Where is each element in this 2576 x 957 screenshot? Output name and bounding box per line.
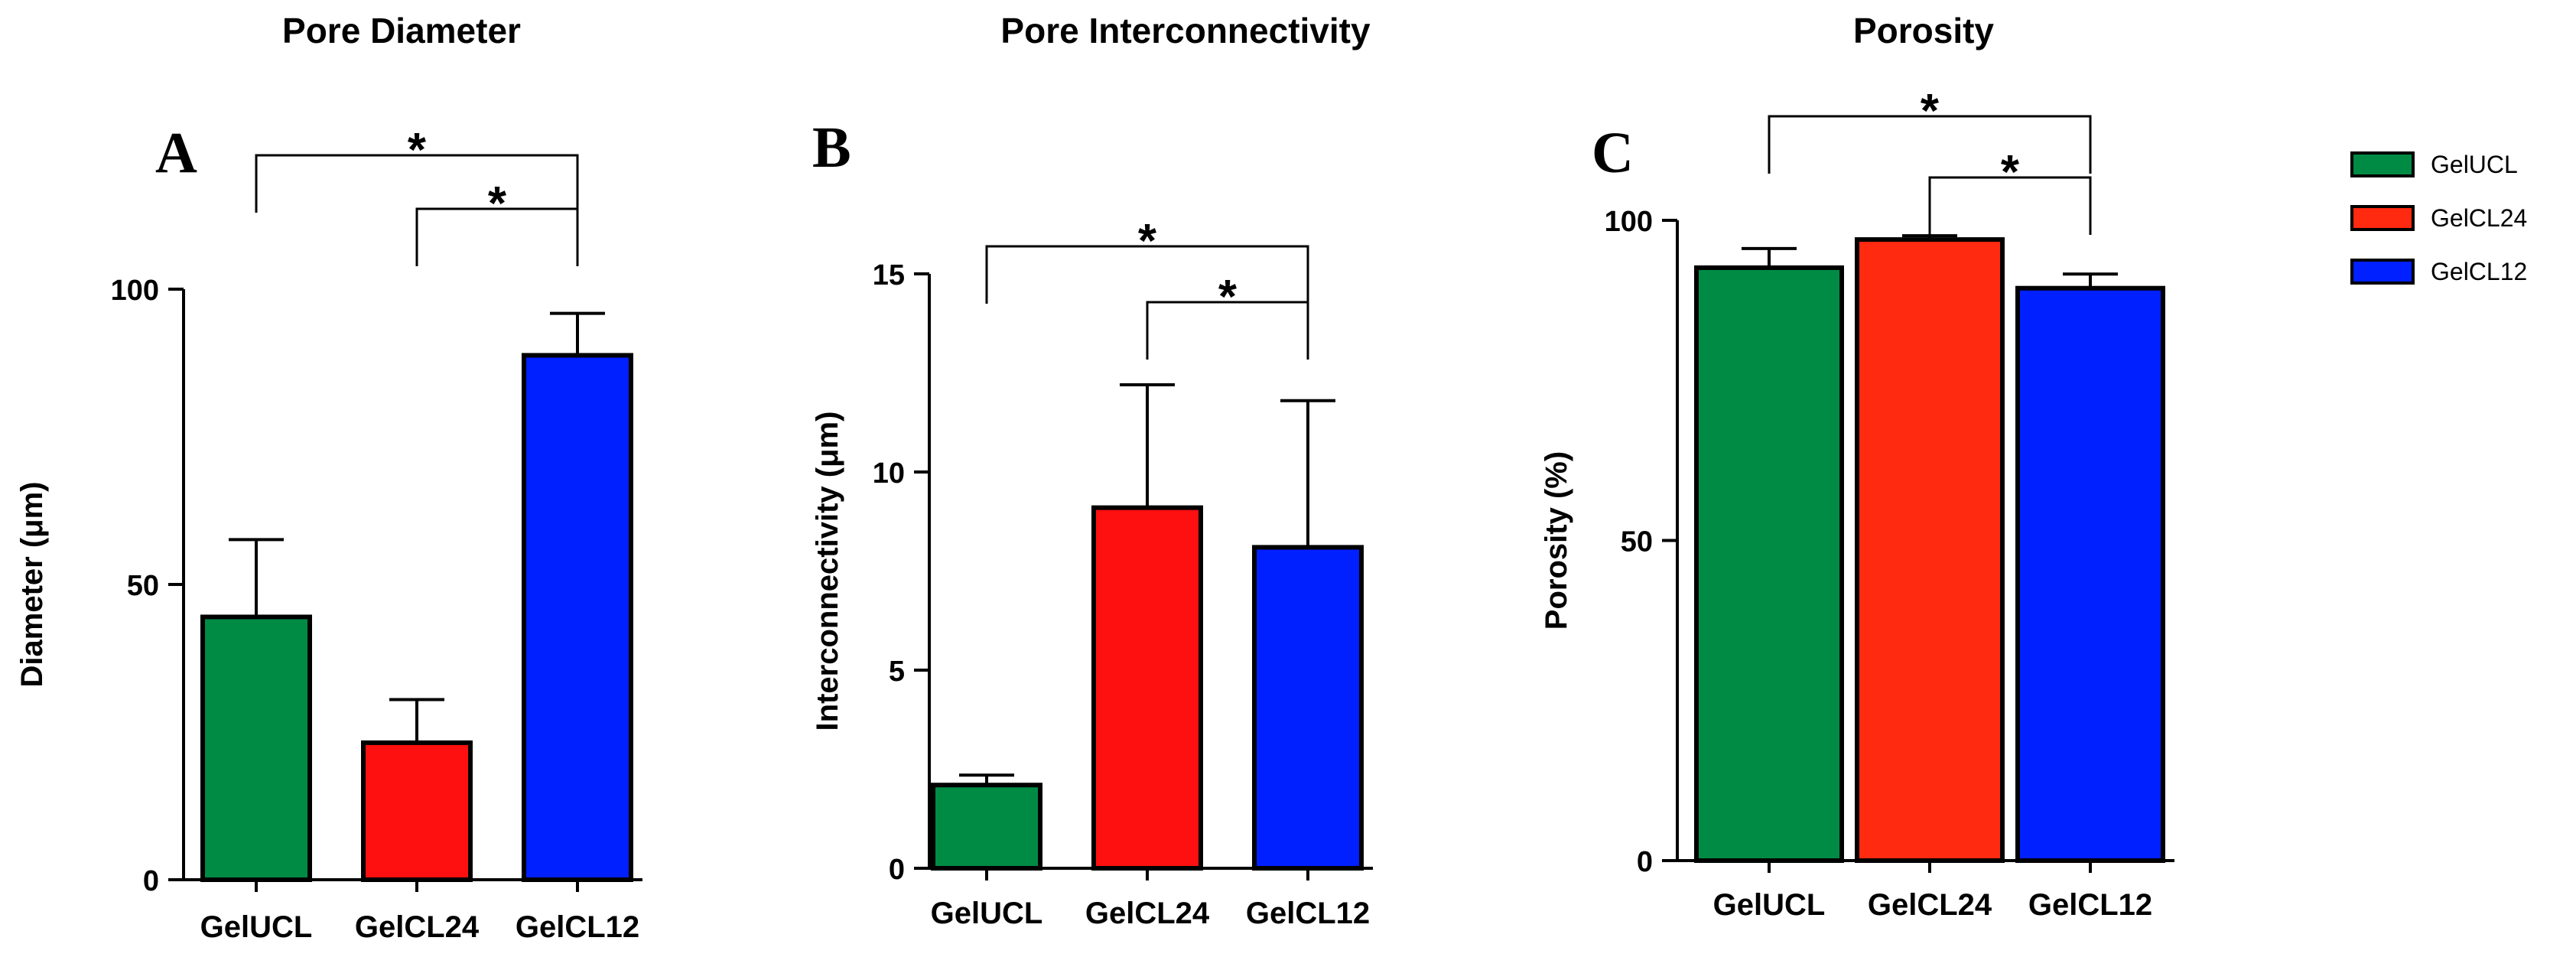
panel-a-significance-bracket: [415, 207, 579, 266]
panel-b-title: Pore Interconnectivity: [1000, 11, 1371, 50]
panel-c-letter: C: [1592, 121, 1634, 185]
panel-c-significance-star: *: [2001, 146, 2020, 199]
panel-c-y-label: Porosity (%): [1540, 451, 1573, 630]
panel-c-title: Porosity: [1853, 11, 1994, 50]
panel-c-significance-star: *: [1921, 85, 1940, 138]
panel-b-y-tick-label: 5: [889, 656, 905, 688]
panel-c-x-tick-label: GelUCL: [1713, 888, 1826, 922]
panel-a-letter: A: [155, 121, 197, 185]
panel-c-y-tick-label: 100: [1605, 206, 1653, 238]
legend-label-gelcl24: GelCL24: [2431, 204, 2527, 232]
panel-b-x-tick-label: GelCL24: [1085, 897, 1210, 930]
panel-c-bar: [2015, 285, 2165, 863]
panel-b-letter: B: [812, 116, 851, 180]
panel-a-bar: [522, 353, 633, 882]
panel-b-y-tick-label: 15: [873, 259, 905, 291]
panel-c: Porosity C 0 50 100 Porosity (%) GelUCL GelCL…: [1540, 11, 2174, 922]
panel-b-y-tick-label: 0: [889, 854, 905, 886]
legend-label-gelcl12: GelCL12: [2431, 258, 2527, 285]
panel-a-x-tick-label: GelCL12: [516, 910, 639, 944]
panel-a-x-tick-label: GelUCL: [200, 910, 313, 944]
legend: GelUCL GelCL24 GelCL12: [2350, 151, 2527, 285]
panel-a: Pore Diameter A 0 50 100 Diameter (μm) GelUC…: [15, 11, 642, 944]
panel-a-y-tick-label: 0: [143, 865, 159, 897]
panel-c-bar: [1855, 237, 2005, 863]
legend-label-gelucl: GelUCL: [2431, 151, 2518, 178]
panel-c-x-tick-label: GelCL24: [1868, 888, 1992, 922]
panel-b-significance-bracket: [1146, 301, 1309, 360]
panel-c-y-tick-label: 50: [1621, 526, 1653, 558]
panel-a-significance-star: *: [408, 124, 427, 177]
panel-b-bar: [1091, 505, 1203, 871]
panel-a-y-label: Diameter (μm): [15, 482, 49, 688]
panel-b: Pore Interconnectivity B 0 5 10 15 Interconn…: [811, 11, 1373, 930]
panel-b-bar: [931, 783, 1042, 871]
panel-b-bar: [1252, 545, 1364, 871]
legend-swatch-gelcl12: [2350, 259, 2415, 285]
panel-a-title: Pore Diameter: [282, 11, 521, 50]
panel-a-significance-star: *: [488, 177, 507, 230]
panel-a-x-tick-label: GelCL24: [355, 910, 480, 944]
panel-a-significance-bracket: [255, 154, 579, 213]
panel-a-bar: [361, 740, 473, 882]
panel-c-significance-bracket: [1928, 176, 2092, 235]
legend-entry-gelcl24: GelCL24: [2350, 204, 2527, 232]
panel-b-y-label: Interconnectivity (μm): [811, 412, 844, 731]
legend-entry-gelcl12: GelCL12: [2350, 258, 2527, 285]
panel-c-bar: [1694, 265, 1844, 863]
legend-swatch-gelcl24: [2350, 205, 2415, 231]
panel-c-y-tick-label: 0: [1637, 846, 1653, 878]
panel-b-significance-bracket: [985, 245, 1309, 304]
panel-a-y-tick-label: 100: [111, 275, 159, 307]
legend-swatch-gelucl: [2350, 151, 2415, 177]
panel-a-y-tick-label: 50: [127, 570, 159, 602]
panel-b-x-tick-label: GelUCL: [931, 897, 1043, 930]
panel-b-significance-star: *: [1218, 271, 1238, 324]
panel-c-significance-bracket: [1768, 115, 2092, 174]
panel-b-significance-star: *: [1138, 215, 1157, 268]
panel-b-y-tick-label: 10: [873, 457, 905, 490]
panel-a-bar: [200, 614, 312, 883]
panel-b-x-tick-label: GelCL12: [1246, 897, 1370, 930]
panel-c-x-tick-label: GelCL12: [2028, 888, 2152, 922]
legend-entry-gelucl: GelUCL: [2350, 151, 2518, 178]
